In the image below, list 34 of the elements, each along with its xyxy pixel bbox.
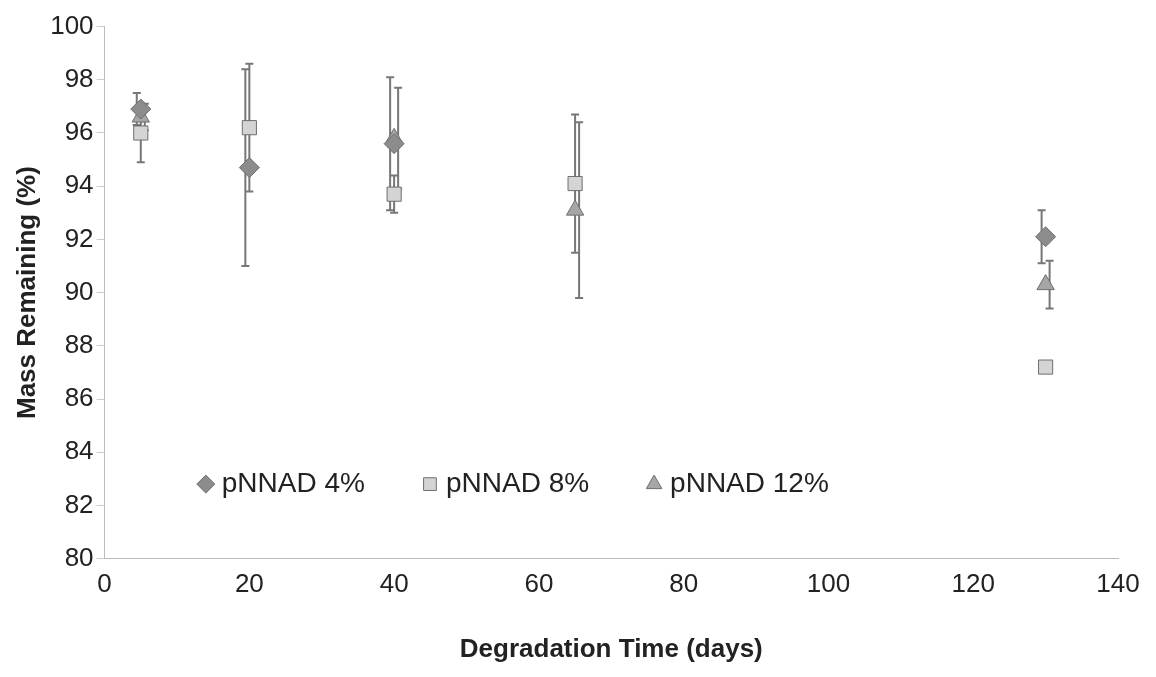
x-tick-label: 60 (524, 568, 554, 599)
x-tick-label: 120 (951, 568, 995, 599)
point (1036, 274, 1055, 291)
y-tick-label: 86 (64, 382, 94, 413)
point (241, 120, 257, 136)
legend-label: pNNAD 12% (670, 466, 829, 498)
y-tick-label: 90 (64, 275, 94, 306)
point (386, 186, 402, 202)
y-tick-label: 84 (64, 435, 94, 466)
y-tick-label: 94 (64, 169, 94, 200)
x-tick-label: 80 (669, 568, 699, 599)
x-tick-label: 20 (234, 568, 264, 599)
legend-label: pNNAD 4% (221, 466, 365, 498)
x-axis-title: Degradation Time (days) (459, 632, 763, 663)
y-tick-label: 82 (64, 488, 94, 519)
point (133, 125, 149, 141)
y-tick-label: 96 (64, 116, 94, 147)
point (383, 133, 405, 155)
x-tick-label: 100 (806, 568, 851, 599)
point (567, 175, 583, 192)
x-tick-label: 0 (97, 568, 112, 599)
y-axis-title: Mass Remaining (%) (10, 166, 41, 420)
y-tick-label: 100 (50, 9, 94, 40)
point (238, 157, 260, 179)
y-tick-label: 98 (64, 62, 94, 93)
y-tick-label: 80 (64, 541, 94, 572)
x-tick-label: 140 (1096, 568, 1140, 599)
legend-label: pNNAD 8% (445, 466, 590, 498)
y-tick-label: 92 (64, 222, 94, 253)
point (130, 98, 152, 120)
point (1035, 226, 1057, 248)
point (1038, 359, 1054, 375)
x-tick-label: 40 (379, 568, 409, 599)
y-tick-label: 88 (64, 328, 94, 359)
